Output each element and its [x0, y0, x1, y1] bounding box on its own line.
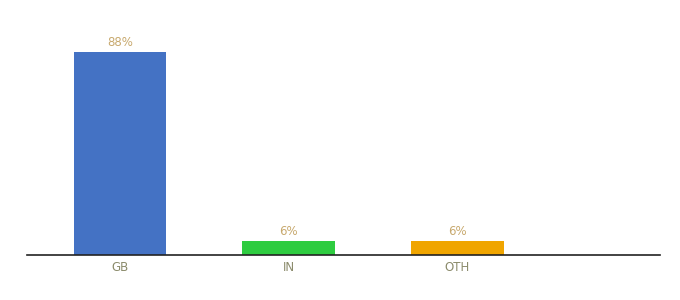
Bar: [411, 241, 504, 255]
Bar: [73, 52, 167, 255]
Text: 88%: 88%: [107, 36, 133, 49]
Text: 6%: 6%: [279, 225, 298, 239]
Bar: [242, 241, 335, 255]
Text: 6%: 6%: [448, 225, 466, 239]
